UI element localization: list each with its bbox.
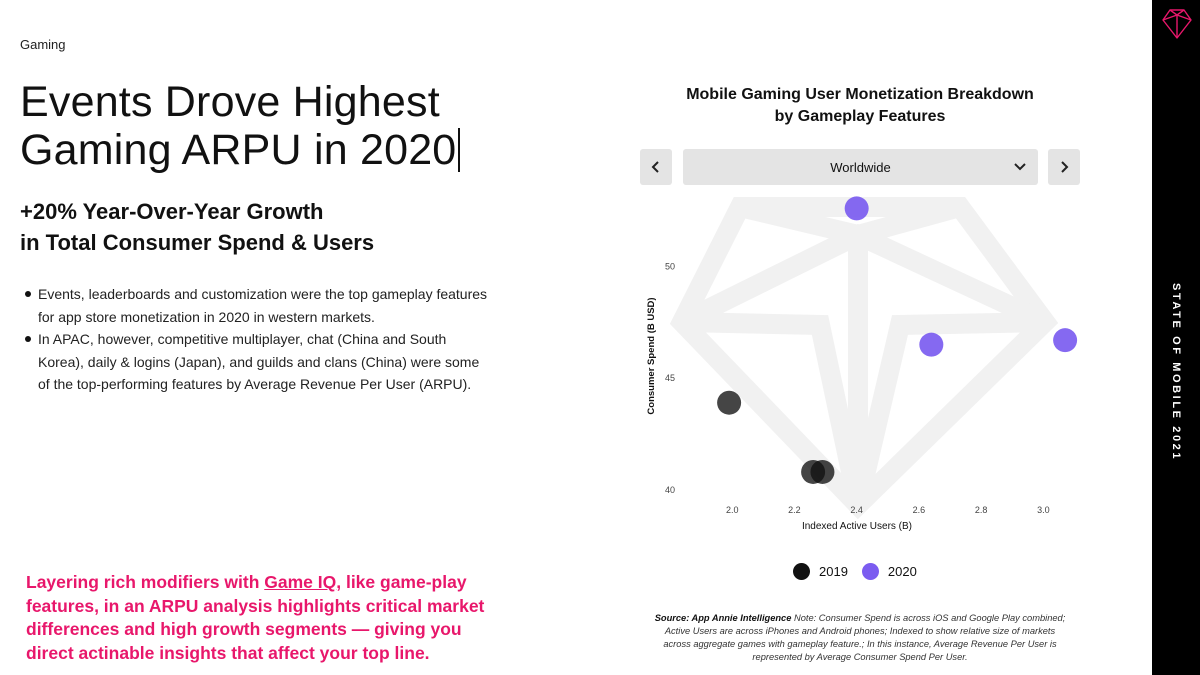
data-point-2020[interactable] [1053,328,1078,353]
x-axis-label: Indexed Active Users (B) [802,521,912,532]
data-point-2019[interactable] [717,390,742,415]
report-title-text: STATE OF MOBILE 2021 [1170,283,1182,462]
x-tick-label: 2.2 [788,505,801,515]
y-tick-label: 40 [665,485,675,495]
report-title-vertical: STATE OF MOBILE 2021 [1152,283,1200,461]
previous-region-button[interactable] [640,149,672,185]
gem-watermark [669,197,1059,520]
chart-title-line-1: Mobile Gaming User Monetization Breakdow… [686,86,1034,103]
gem-logo-icon [1162,9,1192,39]
chart-legend: 2019 2020 [793,563,931,580]
y-axis-label: Consumer Spend (B USD) [646,297,657,414]
legend-label-2020: 2020 [887,564,917,579]
y-tick-label: 45 [665,373,675,383]
game-iq-link[interactable]: Game IQ [264,572,337,592]
source-label: Source: App Annie Intelligence [654,613,792,623]
page-title-line-2: Gaming ARPU in 2020 [20,126,490,174]
page-title-line-1: Events Drove Highest [20,78,440,126]
region-dropdown[interactable]: Worldwide [683,149,1038,185]
y-tick-label: 50 [665,261,675,271]
callout-text: Layering rich modifiers with Game IQ, li… [26,571,486,665]
bullet-item: Events, leaderboards and customization w… [22,283,492,328]
subheadline-line-1: +20% Year-Over-Year Growth [20,199,324,224]
text-cursor [458,128,461,172]
region-dropdown-value: Worldwide [830,159,891,175]
x-tick-label: 2.4 [850,505,863,515]
chart-title-line-2: by Gameplay Features [774,108,946,125]
legend-label-2019: 2019 [819,564,848,579]
chevron-right-icon [1061,161,1069,173]
page-title: Events Drove Highest Gaming ARPU in 2020 [20,78,490,174]
subheadline: +20% Year-Over-Year Growth in Total Cons… [20,196,470,258]
legend-item-2019: 2019 [793,563,848,580]
section-label: Gaming [20,37,66,52]
subheadline-line-2: in Total Consumer Spend & Users [20,230,375,255]
source-note-text: Note: Consumer Spend is across iOS and G… [663,613,1066,662]
scatter-chart: Consumer Spend (B USD) Indexed Active Us… [646,196,1078,532]
x-tick-label: 2.6 [913,505,926,515]
source-note: Source: App Annie Intelligence Note: Con… [650,612,1070,664]
legend-item-2020: 2020 [861,563,917,580]
x-tick-label: 3.0 [1037,505,1050,515]
legend-swatch-2020 [861,563,879,580]
callout-text-start: Layering rich modifiers with [26,572,265,592]
x-tick-label: 2.8 [975,505,988,515]
callout-text-end: , like game-play features, in an ARPU an… [26,572,485,663]
chevron-left-icon [651,161,659,173]
bullet-list: Events, leaderboards and customization w… [22,283,492,396]
bullet-item: In APAC, however, competitive multiplaye… [22,328,492,396]
chevron-down-icon [1014,163,1026,171]
right-sidebar: STATE OF MOBILE 2021 [1152,0,1200,675]
x-tick-label: 2.0 [726,505,739,515]
page-title-line-2-text: Gaming ARPU in 2020 [20,126,457,174]
data-point-2020[interactable] [844,196,869,221]
legend-swatch-2019 [793,563,810,580]
chart-title: Mobile Gaming User Monetization Breakdow… [640,84,1080,128]
data-point-2020[interactable] [919,332,944,357]
next-region-button[interactable] [1048,149,1080,185]
data-point-2019[interactable] [810,459,835,484]
